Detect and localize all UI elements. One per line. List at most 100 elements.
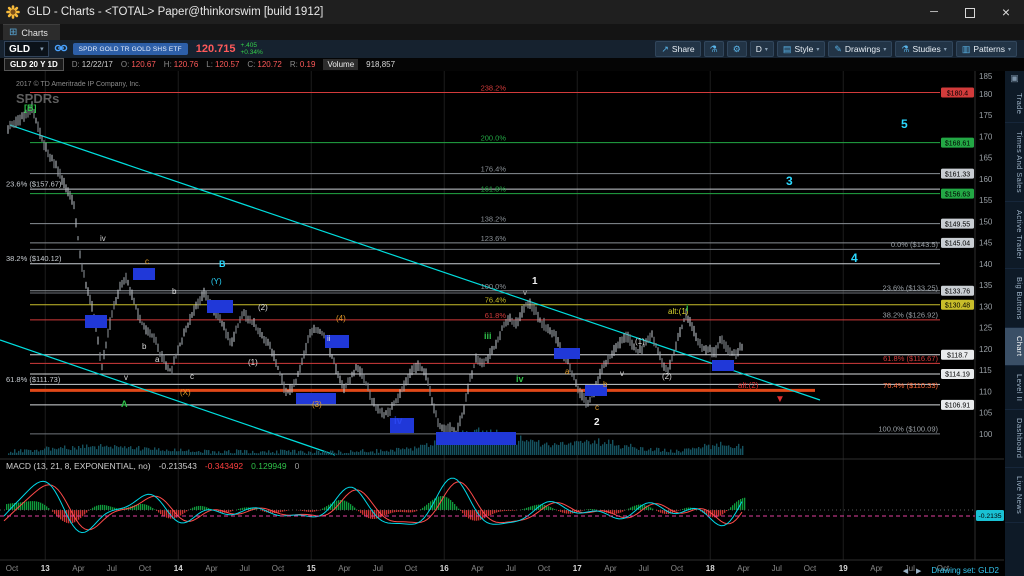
chevron-down-icon: ▾ — [40, 45, 44, 53]
svg-text:Oct: Oct — [405, 564, 418, 573]
svg-text:Apr: Apr — [870, 564, 883, 573]
svg-text:Oct: Oct — [6, 564, 19, 573]
style-button[interactable]: ▤Style▾ — [777, 41, 825, 57]
svg-text:i: i — [686, 303, 689, 313]
svg-text:Oct: Oct — [804, 564, 817, 573]
svg-text:Jul: Jul — [772, 564, 782, 573]
gadget-tab-big-buttons[interactable]: Big Buttons — [1005, 269, 1024, 329]
time-axis: Oct13AprJulOct14AprJulOct15AprJulOct16Ap… — [6, 564, 950, 573]
window-title: GLD - Charts - <TOTAL> Paper@thinkorswim… — [27, 6, 323, 18]
macd-panel: -0.2135 — [0, 478, 1004, 532]
chevron-down-icon: ▾ — [883, 46, 886, 53]
svg-text:175: 175 — [979, 111, 993, 120]
drawings-button[interactable]: ✎Drawings▾ — [828, 41, 892, 57]
thinkorswim-window: GLD - Charts - <TOTAL> Paper@thinkorswim… — [0, 0, 1024, 576]
minimize-button[interactable]: ─ — [916, 0, 952, 24]
macd-value-2: 0.129949 — [251, 461, 286, 471]
gadget-tab-dashboard[interactable]: Dashboard — [1005, 410, 1024, 467]
chart-canvas[interactable]: 238.2%$180.4200.0%$168.61176.4%$161.3323… — [0, 71, 1005, 576]
gadget-tab-trade[interactable]: Trade — [1005, 85, 1024, 123]
svg-text:115: 115 — [979, 366, 992, 375]
symbol-input[interactable]: GLD ▾ — [4, 41, 49, 57]
volume-bars — [8, 427, 743, 455]
svg-text:(2): (2) — [662, 372, 672, 381]
macd-title: MACD (13, 21, 8, EXPONENTIAL, no) — [6, 461, 151, 471]
svg-text:38.2% ($140.12): 38.2% ($140.12) — [6, 254, 62, 263]
svg-text:Jul: Jul — [240, 564, 250, 573]
svg-text:140: 140 — [979, 260, 993, 269]
svg-text:105: 105 — [979, 409, 993, 418]
svg-text:Oct: Oct — [272, 564, 285, 573]
svg-text:110: 110 — [979, 387, 992, 396]
gadget-tab-times-and-sales[interactable]: Times And Sales — [1005, 123, 1024, 202]
svg-text:iii: iii — [484, 331, 492, 341]
svg-text:(1): (1) — [248, 358, 258, 367]
wave-labels: [B]ivcbbacvA(X)B(Y)(2)(4)ii(1)(3)iv1viii… — [24, 103, 908, 428]
svg-text:18: 18 — [706, 564, 715, 573]
chevron-down-icon: ▾ — [944, 46, 947, 53]
macd-header[interactable]: MACD (13, 21, 8, EXPONENTIAL, no) -0.213… — [6, 461, 299, 471]
chart-toolbar: GLD ▾ SPDR GOLD TR GOLD SHS ETF 120.715 … — [0, 40, 1024, 58]
gadget-tab-live-news[interactable]: Live News — [1005, 468, 1024, 523]
svg-text:4: 4 — [851, 251, 858, 265]
ohlc-field: C:120.72 — [247, 60, 281, 69]
right-gadget-bar: ▣ TradeTimes And SalesActive TraderBig B… — [1004, 71, 1024, 576]
svg-text:a: a — [155, 355, 160, 364]
restore-icon — [965, 8, 975, 18]
svg-text:v: v — [620, 369, 624, 378]
drawing-set-label[interactable]: Drawing set: GLD2 — [931, 566, 999, 575]
style-label: Style — [794, 44, 813, 54]
price-axis: 1851801751701651601551501451401351301251… — [975, 71, 993, 560]
svg-text:150: 150 — [979, 217, 993, 226]
settings-button[interactable]: ⚙ — [727, 41, 747, 57]
svg-text:$180.4: $180.4 — [947, 90, 969, 97]
svg-text:c: c — [595, 403, 599, 412]
svg-text:a: a — [565, 367, 570, 376]
share-button[interactable]: ↗Share — [655, 41, 700, 57]
link-icon[interactable] — [54, 40, 68, 58]
style-icon: ▤ — [783, 45, 792, 54]
svg-text:38.2% ($126.92): 38.2% ($126.92) — [883, 310, 939, 319]
svg-text:Jul: Jul — [506, 564, 516, 573]
candles — [8, 101, 742, 437]
svg-text:$130.48: $130.48 — [945, 303, 970, 310]
svg-text:176.4%: 176.4% — [481, 165, 507, 174]
svg-text:Apr: Apr — [737, 564, 750, 573]
svg-text:13: 13 — [41, 564, 50, 573]
svg-text:Oct: Oct — [671, 564, 684, 573]
svg-text:Jul: Jul — [373, 564, 383, 573]
gadget-bar-icon[interactable]: ▣ — [1005, 71, 1024, 85]
svg-text:c: c — [145, 257, 149, 266]
svg-text:b: b — [603, 380, 608, 389]
patterns-button[interactable]: ▥Patterns▾ — [956, 41, 1017, 57]
gadget-tab-active-trader[interactable]: Active Trader — [1005, 202, 1024, 268]
studies-button[interactable]: ⚗Studies▾ — [895, 41, 952, 57]
svg-text:(X): (X) — [180, 388, 191, 397]
close-button[interactable]: × — [988, 0, 1024, 24]
patterns-label: Patterns — [973, 44, 1005, 54]
studies-icon: ⚗ — [901, 45, 909, 54]
chevron-down-icon: ▾ — [765, 46, 768, 53]
svg-text:$114.19: $114.19 — [945, 372, 970, 379]
svg-text:$156.63: $156.63 — [945, 191, 970, 198]
gadget-tab-chart[interactable]: Chart — [1005, 328, 1024, 365]
tab-charts[interactable]: ⊞ Charts — [3, 24, 60, 40]
ohlc-field: O:120.67 — [121, 60, 156, 69]
beaker-button[interactable]: ⚗ — [704, 41, 724, 57]
timeframe-badge[interactable]: GLD 20 Y 1D — [4, 58, 64, 71]
volume-value: 918,857 — [366, 60, 395, 69]
svg-text:16: 16 — [440, 564, 449, 573]
restore-button[interactable] — [952, 0, 988, 24]
fib-labels: 238.2%$180.4200.0%$168.61176.4%$161.3323… — [6, 84, 974, 434]
share-label: Share — [672, 44, 695, 54]
svg-text:61.8% ($111.73): 61.8% ($111.73) — [6, 375, 61, 384]
timeframe-button[interactable]: D▾ — [750, 41, 774, 57]
tab-strip: ⊞ Charts — [0, 24, 1024, 40]
svg-text:135: 135 — [979, 281, 993, 290]
svg-text:v: v — [523, 288, 527, 297]
chart-nav-arrows[interactable]: ◀ ▶ — [903, 567, 925, 575]
macd-value-3: 0 — [295, 461, 300, 471]
toolbar-right-buttons: ↗Share⚗⚙D▾▤Style▾✎Drawings▾⚗Studies▾▥Pat… — [655, 41, 1020, 57]
svg-text:SPDRs: SPDRs — [16, 91, 59, 106]
gadget-tab-level-ii[interactable]: Level II — [1005, 366, 1024, 410]
